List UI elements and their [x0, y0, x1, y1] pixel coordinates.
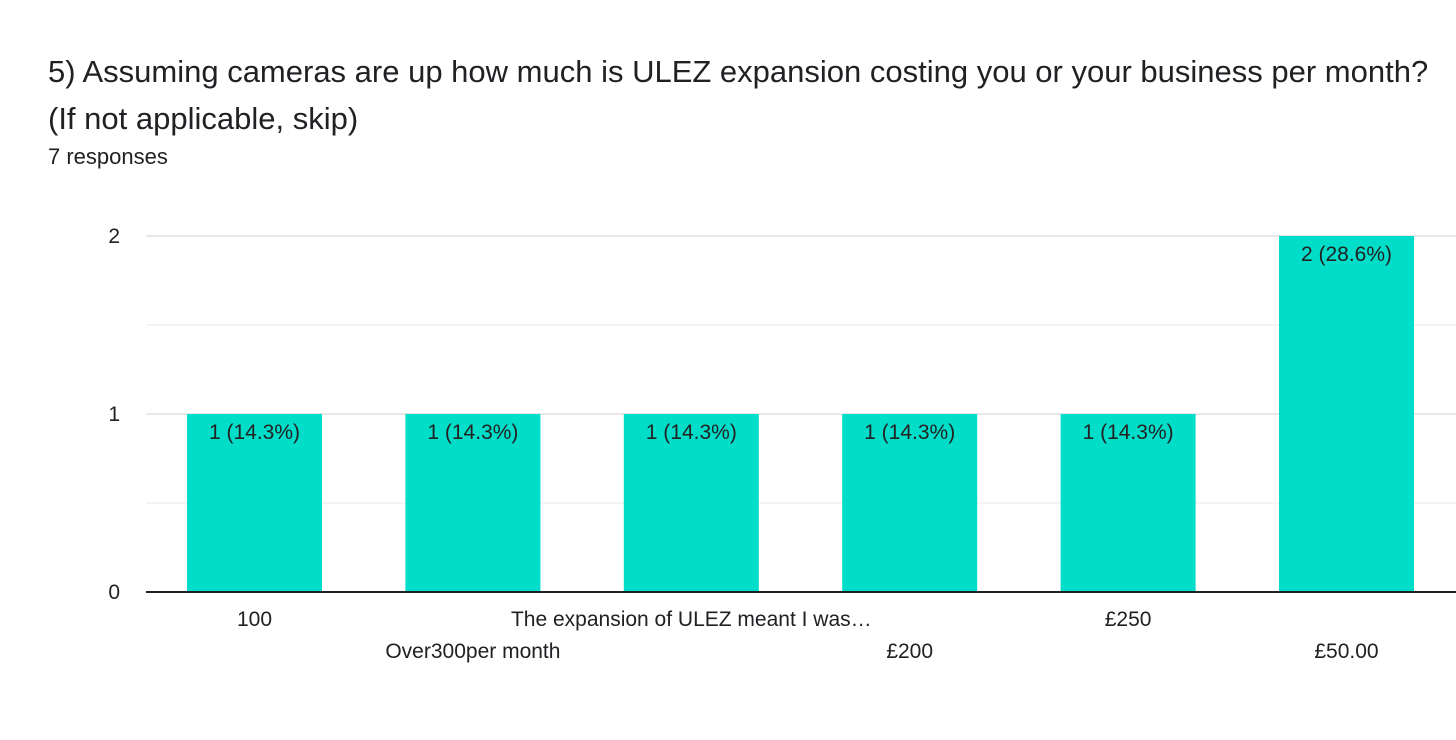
- bar: [405, 414, 541, 592]
- x-category-label: Over300per month: [385, 640, 560, 663]
- x-category-label: The expansion of ULEZ meant I was…: [511, 608, 872, 631]
- y-tick-label: 2: [108, 225, 120, 248]
- bar: [842, 414, 978, 592]
- bar: [187, 414, 322, 592]
- data-label: 1 (14.3%): [209, 421, 300, 444]
- data-label: 1 (14.3%): [646, 421, 737, 444]
- bar: [1060, 414, 1196, 592]
- x-category-label: £200: [886, 640, 933, 663]
- y-tick-label: 1: [108, 403, 120, 426]
- x-category-label: £50.00: [1314, 640, 1378, 663]
- y-tick-label: 0: [108, 581, 120, 604]
- data-label: 1 (14.3%): [864, 421, 955, 444]
- question-title: 5) Assuming cameras are up how much is U…: [48, 54, 1429, 136]
- response-count: 7 responses: [48, 144, 168, 169]
- x-category-label: £250: [1105, 608, 1152, 631]
- x-category-label: 100: [237, 608, 272, 631]
- data-label: 1 (14.3%): [427, 421, 518, 444]
- data-label: 2 (28.6%): [1301, 243, 1392, 266]
- data-label: 1 (14.3%): [1083, 421, 1174, 444]
- bar: [1279, 236, 1414, 592]
- bar: [623, 414, 759, 592]
